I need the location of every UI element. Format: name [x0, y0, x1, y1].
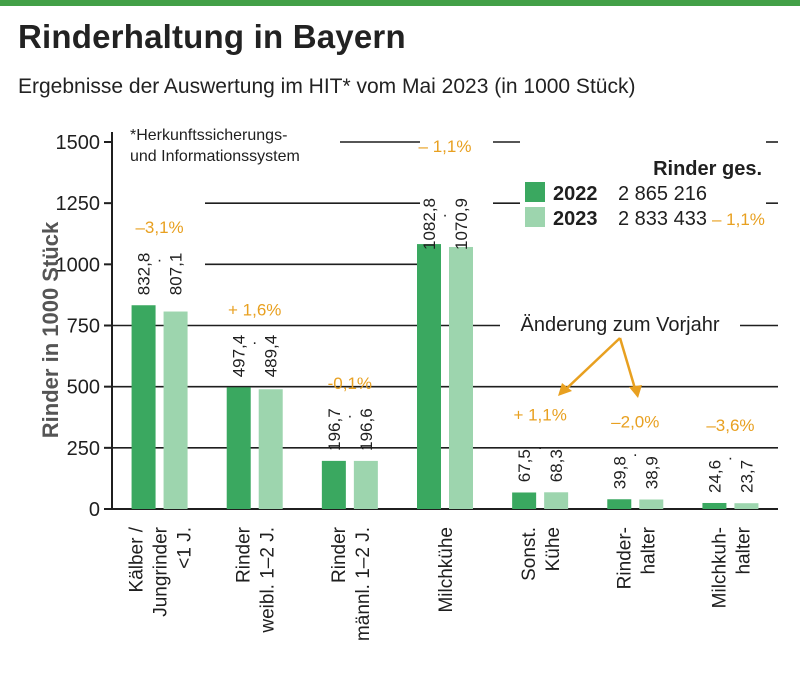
- bar-2023: [353, 460, 378, 509]
- category-label: Rinder: [234, 526, 255, 583]
- data-label-separator: ·: [537, 439, 542, 456]
- y-tick-label: 750: [67, 316, 100, 338]
- change-label: – 1,1%: [419, 137, 472, 156]
- annotation-text: Änderung zum Vorjahr: [520, 314, 719, 336]
- bar-2022: [417, 244, 441, 509]
- data-label-separator: ·: [157, 252, 162, 269]
- page-subtitle: Ergebnisse der Auswertung im HIT* vom Ma…: [18, 75, 636, 98]
- annotation-arrow-left: [564, 337, 621, 391]
- legend-swatch-2022: [525, 182, 545, 202]
- category-label: Rinder-: [614, 527, 635, 589]
- category-label: männl. 1–2 J.: [353, 527, 374, 641]
- top-accent-bar: [0, 0, 800, 6]
- legend-year: 2023: [553, 208, 598, 230]
- category-label: <1 J.: [175, 527, 196, 569]
- data-label-2023: 23,7: [737, 460, 756, 493]
- legend-swatch-2023: [525, 207, 545, 227]
- category-label: Milchkühe: [436, 527, 457, 613]
- data-label-2023: 38,9: [642, 456, 661, 489]
- data-label-2023: 807,1: [167, 253, 186, 296]
- data-label-2022: 67,5: [515, 449, 534, 482]
- data-label-2023: 489,4: [262, 335, 281, 378]
- legend-change: – 1,1%: [712, 210, 765, 229]
- bar-2023: [258, 389, 283, 509]
- category-label: Kühe: [543, 527, 564, 571]
- legend-year: 2022: [553, 183, 598, 205]
- y-tick-label: 1500: [56, 132, 101, 154]
- change-label: –3,6%: [706, 416, 754, 435]
- data-label-2022: 832,8: [135, 253, 154, 296]
- category-label: Rinder: [329, 526, 350, 583]
- footnote-text: *Herkunftssicherungs-: [130, 127, 287, 144]
- bar-2022: [226, 387, 251, 509]
- y-tick-label: 1250: [56, 193, 101, 215]
- bar-2022: [321, 460, 346, 509]
- data-label-2023: 68,3: [547, 449, 566, 482]
- bar-2022: [607, 499, 632, 509]
- change-label: –2,0%: [611, 412, 659, 431]
- annotation-arrowhead-right: [629, 385, 642, 398]
- data-label-separator: ·: [633, 446, 638, 463]
- data-label-2023: 1070,9: [452, 198, 471, 250]
- legend-total: 2 865 216: [618, 183, 707, 205]
- bar-2022: [131, 305, 156, 509]
- data-label-2022: 497,4: [230, 335, 249, 378]
- bar-2022: [702, 502, 727, 509]
- bar-2023: [449, 246, 473, 510]
- page-title: Rinderhaltung in Bayern: [18, 18, 406, 55]
- data-label-2022: 1082,8: [420, 198, 439, 250]
- category-label: Jungrinder: [151, 526, 172, 616]
- data-label-separator: ·: [252, 334, 257, 351]
- category-label: halter: [733, 526, 754, 574]
- footnote-text: und Informationssystem: [130, 148, 300, 165]
- data-label-separator: ·: [347, 408, 352, 425]
- data-label-2022: 39,8: [610, 456, 629, 489]
- legend-total: 2 833 433: [618, 208, 707, 230]
- bar-2023: [163, 311, 188, 509]
- bar-2023: [734, 503, 759, 509]
- bar-2023: [639, 499, 664, 509]
- y-tick-label: 1000: [56, 254, 101, 276]
- annotation-arrowhead-left: [558, 383, 572, 396]
- data-label-2023: 196,6: [357, 408, 376, 451]
- annotation-background: [505, 309, 735, 339]
- change-label: -0,1%: [328, 374, 372, 393]
- y-tick-label: 250: [67, 438, 100, 460]
- bar-2022: [512, 492, 537, 509]
- change-label: + 1,1%: [513, 405, 566, 424]
- category-label: weibl. 1–2 J.: [258, 527, 279, 634]
- change-label: –3,1%: [135, 218, 183, 237]
- annotation-arrow-right: [618, 337, 638, 393]
- y-tick-label: 0: [89, 499, 100, 521]
- data-label-separator: ·: [442, 207, 447, 224]
- category-label: halter: [638, 526, 659, 574]
- data-label-2022: 24,6: [705, 460, 724, 493]
- legend-heading: Rinder ges.: [653, 158, 762, 180]
- change-label: + 1,6%: [228, 300, 281, 319]
- bar-2023: [544, 492, 569, 509]
- category-label: Sonst.: [519, 527, 540, 581]
- y-axis-title: Rinder in 1000 Stück: [38, 221, 63, 438]
- category-label: Milchkuh-: [709, 527, 730, 608]
- y-tick-label: 500: [67, 377, 100, 399]
- data-label-separator: ·: [728, 450, 733, 467]
- data-label-2022: 196,7: [325, 408, 344, 451]
- category-label: Kälber /: [127, 526, 148, 592]
